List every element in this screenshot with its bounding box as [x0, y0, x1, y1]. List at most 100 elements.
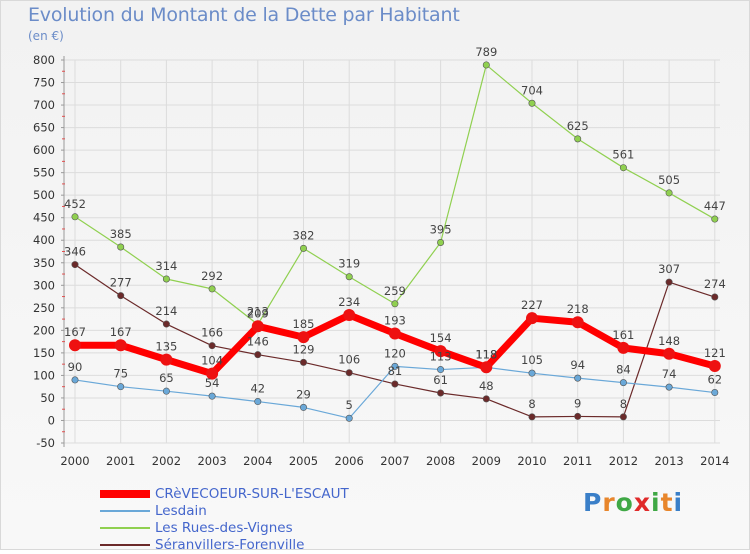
y-tick-label: 300	[33, 278, 55, 292]
legend-swatch	[100, 510, 150, 512]
x-tick-label: 2012	[609, 454, 638, 468]
data-point	[388, 327, 401, 340]
data-label: 90	[68, 360, 83, 374]
y-tick-label: 600	[33, 143, 55, 157]
chart-title: Evolution du Montant de la Dette par Hab…	[28, 4, 460, 26]
legend-swatch	[100, 527, 150, 529]
data-label: 193	[384, 314, 406, 328]
data-label: 75	[113, 367, 128, 381]
data-label: 447	[704, 199, 726, 213]
data-point	[391, 362, 399, 370]
data-label: 94	[570, 358, 585, 372]
x-tick-label: 2008	[426, 454, 455, 468]
data-point	[619, 413, 627, 421]
data-label: 8	[620, 397, 627, 411]
y-tick-label: 250	[33, 301, 55, 315]
x-tick-label: 2000	[60, 454, 89, 468]
logo-letter: x	[633, 488, 651, 517]
data-point	[208, 342, 216, 350]
data-point	[162, 275, 170, 283]
data-label: 167	[110, 325, 132, 339]
data-label: 54	[205, 376, 220, 390]
data-point	[299, 403, 307, 411]
data-point	[574, 374, 582, 382]
legend-label: Lesdain	[155, 503, 207, 519]
y-tick-label: 550	[33, 166, 55, 180]
data-point	[299, 358, 307, 366]
data-label: 704	[521, 83, 543, 97]
data-point	[480, 361, 493, 374]
y-tick-label: 650	[33, 121, 55, 135]
legend-swatch	[100, 544, 150, 546]
data-point	[208, 285, 216, 293]
data-label: 382	[293, 228, 315, 242]
data-point	[571, 316, 584, 329]
data-point	[117, 383, 125, 391]
data-point	[71, 261, 79, 269]
data-label: 277	[110, 276, 132, 290]
data-point	[71, 213, 79, 221]
x-tick-label: 2010	[517, 454, 546, 468]
data-point	[528, 99, 536, 107]
data-point	[71, 376, 79, 384]
data-point	[251, 320, 264, 333]
data-label: 218	[567, 302, 589, 316]
data-label: 385	[110, 227, 132, 241]
y-tick-label: -50	[36, 436, 55, 450]
data-label: 213	[247, 304, 269, 318]
data-label: 505	[658, 173, 680, 187]
legend-label: CRèVECOEUR-SUR-L'ESCAUT	[155, 486, 349, 502]
y-tick-label: 100	[33, 368, 55, 382]
data-label: 118	[475, 347, 497, 361]
y-tick-label: 450	[33, 211, 55, 225]
x-tick-label: 2009	[472, 454, 501, 468]
data-point	[434, 345, 447, 358]
data-point	[160, 353, 173, 366]
x-tick-label: 2002	[152, 454, 181, 468]
data-point	[117, 243, 125, 251]
y-tick-label: 350	[33, 256, 55, 270]
data-label: 62	[707, 373, 722, 387]
x-tick-label: 2004	[243, 454, 272, 468]
data-point	[437, 238, 445, 246]
data-point	[574, 135, 582, 143]
data-point	[526, 312, 538, 325]
data-point	[617, 341, 630, 354]
data-point	[665, 383, 673, 391]
data-label: 65	[159, 371, 174, 385]
y-tick-label: 750	[33, 76, 55, 90]
data-point	[299, 244, 307, 252]
data-point	[208, 392, 216, 400]
data-point	[619, 379, 627, 387]
x-tick-label: 2007	[380, 454, 409, 468]
chart-unit: (en €)	[28, 29, 64, 43]
data-label: 452	[64, 197, 86, 211]
x-tick-label: 2013	[654, 454, 683, 468]
x-tick-label: 2006	[335, 454, 364, 468]
data-point	[437, 366, 445, 374]
legend-label: Séranvillers-Forenville	[155, 537, 305, 553]
data-point	[619, 164, 627, 172]
logo-letter: t	[660, 488, 674, 517]
y-tick-label: 500	[33, 188, 55, 202]
data-point	[665, 189, 673, 197]
y-tick-label: 50	[40, 391, 55, 405]
data-point	[345, 273, 353, 281]
data-label: 395	[430, 222, 452, 236]
data-point	[528, 413, 536, 421]
data-point	[437, 389, 445, 397]
data-label: 113	[430, 350, 452, 364]
logo-letter: i	[651, 488, 661, 517]
data-label: 185	[293, 317, 315, 331]
data-label: 104	[201, 354, 223, 368]
data-point	[482, 61, 490, 69]
data-label: 274	[704, 277, 726, 291]
data-point	[254, 351, 262, 359]
data-point	[482, 395, 490, 403]
data-label: 227	[521, 298, 543, 312]
data-label: 625	[567, 119, 589, 133]
data-point	[574, 412, 582, 420]
data-label: 8	[528, 397, 535, 411]
data-label: 214	[155, 304, 177, 318]
data-point	[69, 339, 81, 352]
